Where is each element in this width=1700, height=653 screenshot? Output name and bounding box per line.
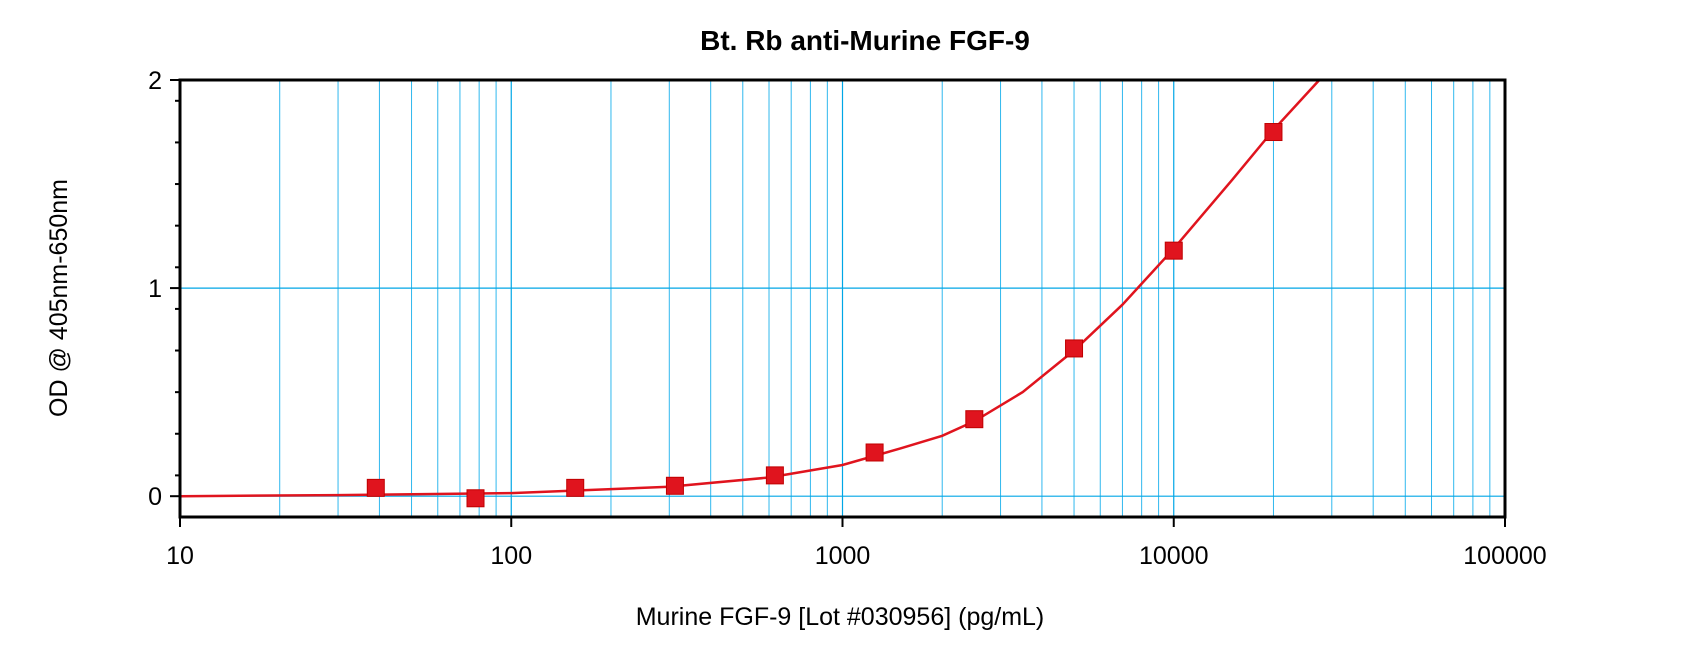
x-tick-label: 10 — [166, 542, 194, 570]
data-point-marker — [566, 478, 585, 497]
x-tick-label: 100000 — [1463, 542, 1546, 570]
x-tick-label: 10000 — [1139, 542, 1209, 570]
data-point-marker — [665, 476, 684, 495]
x-tick-label: 1000 — [815, 542, 871, 570]
data-point-marker — [1264, 123, 1283, 142]
data-point-marker — [865, 443, 884, 462]
data-point-marker — [1065, 339, 1084, 358]
y-tick-label: 2 — [148, 67, 162, 95]
y-axis-label: OD @ 405nm-650nm — [45, 179, 73, 417]
x-axis-label: Murine FGF-9 [Lot #030956] (pg/mL) — [636, 603, 1045, 631]
data-layer — [179, 79, 1321, 508]
data-point-marker — [366, 478, 385, 497]
grid-layer — [180, 80, 1505, 517]
ticks-layer: 10 100 1000 10000 100000 0 1 2 — [148, 67, 1547, 570]
y-tick-label: 0 — [148, 483, 162, 511]
fit-curve — [179, 79, 1321, 498]
y-tick-label: 1 — [148, 275, 162, 303]
data-point-marker — [765, 466, 784, 485]
data-point-marker — [965, 410, 984, 429]
plot-frame — [178, 78, 1507, 519]
chart-title: Bt. Rb anti-Murine FGF-9 — [700, 25, 1030, 56]
data-point-marker — [466, 489, 485, 508]
data-point-marker — [1164, 241, 1183, 260]
x-tick-label: 100 — [490, 542, 532, 570]
